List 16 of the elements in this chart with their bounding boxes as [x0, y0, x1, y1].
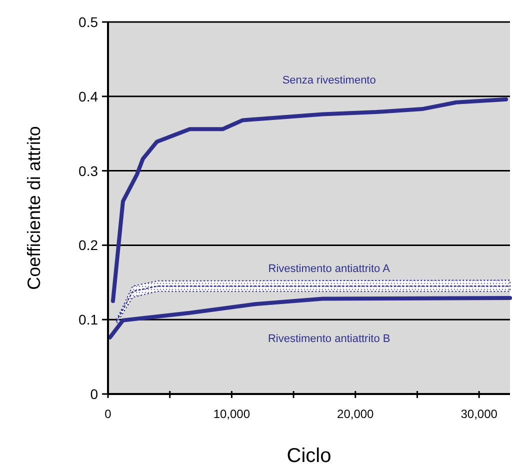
y-tick-label: 0.4	[78, 88, 98, 104]
y-axis-title: Coefficiente di attrito	[24, 126, 44, 290]
y-tick-label: 0.2	[78, 237, 98, 254]
y-tick-label: 0.5	[78, 14, 98, 30]
x-tick-label: 20,000	[337, 407, 374, 421]
text: Rivestimento antiattrito B	[268, 333, 390, 346]
series-label: Rivestimento antiattrito A	[268, 263, 391, 276]
x-tick-label: 30,000	[460, 407, 498, 421]
x-tick-label: 10,000	[213, 407, 250, 421]
y-tick-label: 0	[90, 386, 98, 402]
y-tick-label: 0.1	[78, 312, 98, 328]
text: Senza rivestimento	[282, 74, 376, 86]
y-tick-label: 0.3	[78, 162, 98, 179]
line-series	[110, 97, 508, 303]
x-tick-label: 0	[104, 407, 112, 421]
x-axis-title: Ciclo	[286, 445, 332, 467]
